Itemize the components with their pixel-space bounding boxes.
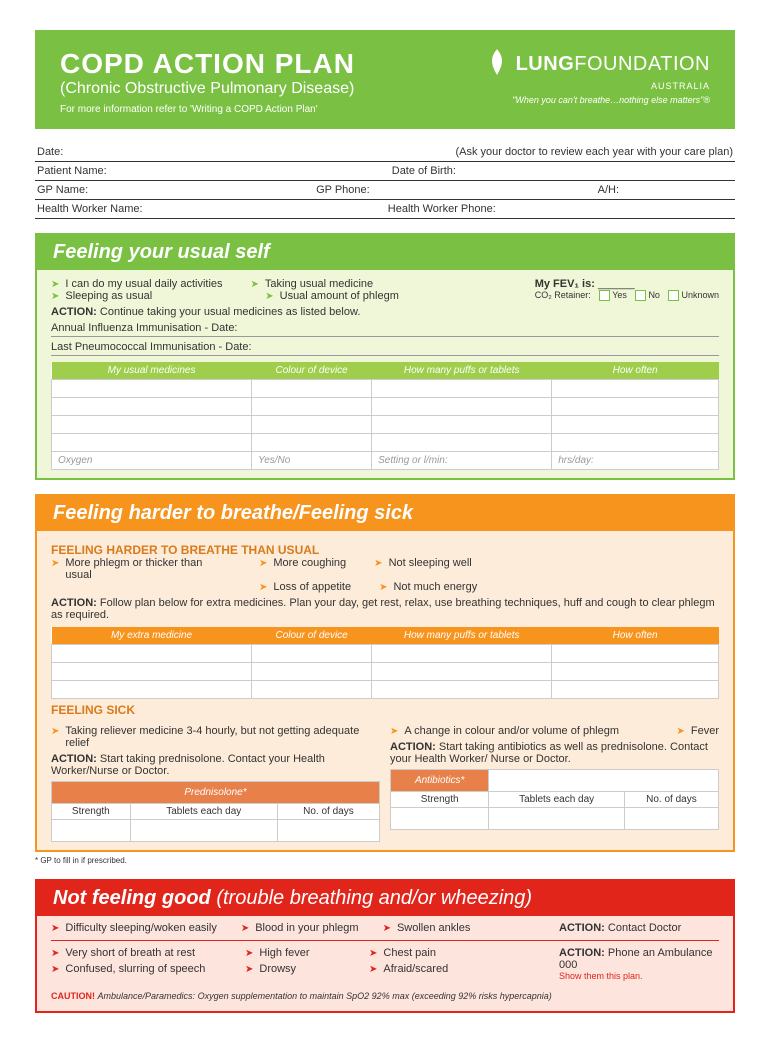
date-note: (Ask your doctor to review each year wit…	[455, 146, 733, 158]
hw-phone-input[interactable]	[504, 203, 733, 215]
green-action: Continue taking your usual medicines as …	[100, 306, 360, 318]
red-bullet: Blood in your phlegm	[255, 922, 358, 934]
orange-bullet: More phlegm or thicker than usual	[65, 557, 231, 581]
hw-label: Health Worker Name:	[37, 203, 143, 215]
logo-main: LUNG	[516, 53, 575, 75]
sick-action: Start taking antibiotics as well as pred…	[390, 741, 708, 765]
table-row[interactable]	[52, 820, 380, 842]
title: COPD ACTION PLAN	[60, 48, 355, 80]
fev-label: My FEV₁ is:	[535, 278, 595, 290]
logo: LUNGFOUNDATION	[484, 48, 710, 81]
dob-input[interactable]	[464, 165, 733, 177]
table-row[interactable]: OxygenYes/No Setting or l/min:hrs/day:	[52, 452, 719, 470]
orange-sub2: FEELING SICK	[51, 703, 719, 717]
caution-text: Oxygen supplementation to maintain SpO2 …	[198, 991, 552, 1001]
date-input[interactable]	[71, 146, 447, 158]
orange-action: Follow plan below for extra medicines. P…	[51, 597, 715, 621]
red-bullet: Chest pain	[383, 947, 436, 959]
red-bullet: Drowsy	[259, 963, 296, 975]
red-bullet: Swollen ankles	[397, 922, 470, 934]
green-title: Feeling your usual self	[37, 235, 733, 270]
patient-label: Patient Name:	[37, 165, 107, 177]
orange-bullet: Not sleeping well	[389, 557, 472, 569]
green-bullet: Sleeping as usual	[65, 290, 152, 302]
gp-label: GP Name:	[37, 184, 88, 196]
section-red: Not feeling good (trouble breathing and/…	[35, 879, 735, 1013]
orange-bullet: More coughing	[273, 557, 346, 569]
orange-bullet: Not much energy	[393, 581, 477, 593]
caution-who: Ambulance/Paramedics:	[98, 991, 196, 1001]
caution-label: CAUTION!	[51, 991, 95, 1001]
header: COPD ACTION PLAN (Chronic Obstructive Pu…	[35, 30, 735, 129]
orange-sub1: FEELING HARDER TO BREATHE THAN USUAL	[51, 543, 719, 557]
checkbox-yes[interactable]	[599, 290, 610, 301]
hw-phone-label: Health Worker Phone:	[388, 203, 496, 215]
action-label: ACTION:	[51, 306, 97, 318]
orange-table: My extra medicine Colour of device How m…	[51, 627, 719, 699]
ah-input[interactable]	[627, 184, 733, 196]
table-row[interactable]	[391, 808, 719, 830]
gp-note: * GP to fill in if prescribed.	[35, 856, 735, 865]
checkbox-no[interactable]	[635, 290, 646, 301]
table-row[interactable]	[52, 681, 719, 699]
red-bullet: Difficulty sleeping/woken easily	[65, 922, 216, 934]
checkbox-unknown[interactable]	[668, 290, 679, 301]
tagline: "When you can't breathe…nothing else mat…	[484, 95, 710, 105]
table-row[interactable]	[52, 398, 719, 416]
section-orange: Feeling harder to breathe/Feeling sick F…	[35, 494, 735, 852]
red-bullet: Very short of breath at rest	[65, 947, 195, 959]
date-label: Date:	[37, 146, 63, 158]
ah-label: A/H:	[598, 184, 619, 196]
orange-bullet: Loss of appetite	[273, 581, 351, 593]
sick-bullet: Fever	[691, 725, 719, 737]
patient-fields: Date: (Ask your doctor to review each ye…	[35, 143, 735, 219]
red-bullet: High fever	[259, 947, 309, 959]
orange-title: Feeling harder to breathe/Feeling sick	[37, 496, 733, 531]
action-label: ACTION:	[51, 597, 97, 609]
pneumo-label: Last Pneumococcal Immunisation - Date:	[51, 341, 252, 353]
green-bullet: I can do my usual daily activities	[65, 278, 222, 290]
sick-bullet: A change in colour and/or volume of phle…	[404, 725, 619, 737]
leaf-icon	[484, 48, 510, 81]
logo-sub: AUSTRALIA	[484, 81, 710, 91]
green-bullet: Taking usual medicine	[265, 278, 373, 290]
table-row[interactable]	[52, 663, 719, 681]
header-info: For more information refer to 'Writing a…	[60, 104, 355, 115]
red-title-sub: (trouble breathing and/or wheezing)	[216, 887, 532, 909]
section-green: Feeling your usual self ➤I can do my usu…	[35, 233, 735, 480]
co2-label: CO₂ Retainer:	[535, 290, 591, 300]
subtitle: (Chronic Obstructive Pulmonary Disease)	[60, 80, 355, 98]
green-table: My usual medicines Colour of device How …	[51, 362, 719, 470]
hw-input[interactable]	[151, 203, 380, 215]
red-bullet: Afraid/scared	[383, 963, 448, 975]
table-row[interactable]	[52, 380, 719, 398]
table-row[interactable]	[52, 434, 719, 452]
patient-input[interactable]	[115, 165, 384, 177]
dob-label: Date of Birth:	[392, 165, 456, 177]
red-bullet: Confused, slurring of speech	[65, 963, 205, 975]
show-plan: Show them this plan.	[559, 971, 719, 981]
table-row[interactable]	[52, 645, 719, 663]
red-title: Not feeling good	[53, 887, 211, 909]
gp-phone-input[interactable]	[378, 184, 590, 196]
antibiotics-table: Antibiotics* StrengthTablets each dayNo.…	[390, 769, 719, 830]
red-action1: Contact Doctor	[608, 922, 681, 934]
logo-second: FOUNDATION	[574, 53, 710, 75]
gp-phone-label: GP Phone:	[316, 184, 370, 196]
flu-label: Annual Influenza Immunisation - Date:	[51, 322, 238, 334]
sick-bullet: Taking reliever medicine 3-4 hourly, but…	[65, 725, 380, 749]
table-row[interactable]	[52, 416, 719, 434]
gp-input[interactable]	[96, 184, 308, 196]
prednisolone-table: Prednisolone* StrengthTablets each dayNo…	[51, 781, 380, 842]
green-bullet: Usual amount of phlegm	[280, 290, 399, 302]
